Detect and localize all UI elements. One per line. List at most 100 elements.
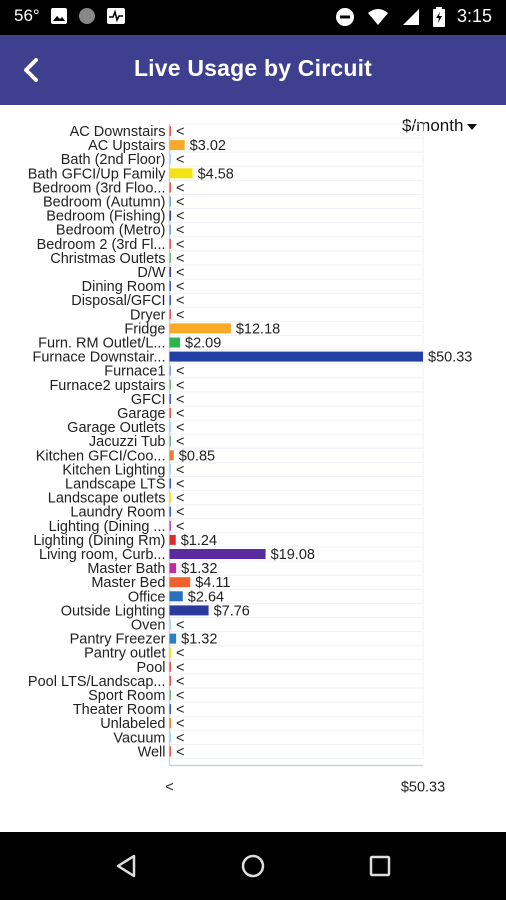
value-label: < [176,124,184,140]
value-label: < [176,646,184,662]
unit-dropdown-label: $/month [402,116,464,135]
category-label: Bedroom (3rd Floo... [33,180,166,196]
bar[interactable] [169,661,172,672]
bar[interactable] [169,704,172,715]
bar[interactable] [169,520,172,531]
bar[interactable] [169,379,172,390]
value-label: < [176,237,184,253]
status-bar: 56° 3:15 [0,0,506,35]
value-label: $12.18 [236,321,280,337]
bar[interactable] [169,534,176,545]
category-label: Furnace1 [104,364,165,380]
bar[interactable] [169,154,172,165]
bar[interactable] [169,408,172,418]
x-tick-label: < [165,780,173,796]
bar[interactable] [169,351,424,362]
bar[interactable] [169,647,172,658]
bar[interactable] [169,605,209,616]
value-label: $4.58 [198,166,234,182]
bar[interactable] [169,196,172,207]
bar[interactable] [169,591,183,602]
value-label: < [176,420,184,436]
value-label: $1.24 [181,533,217,549]
category-label: Jacuzzi Tub [89,434,166,450]
bar[interactable] [169,323,231,334]
bar[interactable] [169,633,177,644]
back-triangle-icon[interactable] [108,848,144,884]
bar[interactable] [169,252,172,263]
category-label: Unlabeled [100,716,165,732]
category-label: Living room, Curb... [39,547,166,563]
value-label: $4.11 [195,575,230,591]
signal-icon [402,8,419,25]
bar[interactable] [169,126,172,136]
bar[interactable] [169,422,172,433]
pulse-icon [106,8,125,24]
category-label: Bedroom 2 (3rd Fl... [37,237,166,253]
bar[interactable] [169,309,172,320]
value-label: < [176,618,184,634]
bar[interactable] [169,168,193,179]
category-label: GFCI [131,392,166,408]
bar[interactable] [169,393,172,404]
value-label: $50.33 [428,350,472,366]
bar[interactable] [169,140,185,151]
category-label: Dining Room [82,279,166,295]
category-label: Lighting (Dining Rm) [33,533,165,549]
wifi-icon [367,8,388,25]
value-label: < [176,251,184,267]
value-label: $0.85 [179,448,215,464]
bar[interactable] [169,210,172,221]
bar[interactable] [169,619,172,630]
image-icon [50,8,67,24]
bar[interactable] [169,732,172,743]
category-label: Office [128,589,166,605]
bar[interactable] [169,549,266,559]
bar[interactable] [169,295,172,306]
bar[interactable] [169,267,172,277]
back-arrow-icon[interactable] [14,52,50,88]
category-label: Bath GFCI/Up Family [28,166,167,182]
value-label: $1.32 [181,561,217,577]
bar[interactable] [169,690,172,700]
bar[interactable] [169,238,172,249]
category-label: Disposal/GFCI [71,293,165,309]
value-label: < [176,195,184,211]
bar[interactable] [169,224,172,235]
bar[interactable] [169,337,181,348]
bar[interactable] [169,746,172,757]
bar[interactable] [169,492,172,503]
bar[interactable] [169,506,172,517]
dnd-icon [335,7,354,26]
navigation-bar [0,832,506,900]
recents-square-icon[interactable] [362,848,398,884]
category-label: Pool [136,660,165,676]
bar[interactable] [169,675,172,686]
category-label: Sport Room [88,688,165,704]
category-label: Landscape outlets [48,491,166,507]
value-label: < [176,152,184,168]
bar[interactable] [169,718,172,729]
bar[interactable] [169,365,172,376]
bar[interactable] [169,577,191,588]
bar[interactable] [169,464,172,475]
value-label: < [176,223,184,239]
bar[interactable] [169,478,172,489]
category-label: AC Upstairs [88,138,165,154]
category-label: Garage Outlets [67,420,165,436]
bar[interactable] [169,563,177,574]
x-tick-label: $50.33 [401,780,445,796]
bar[interactable] [169,450,174,461]
value-label: < [176,716,184,732]
value-label: $2.09 [185,336,221,352]
bar[interactable] [169,436,172,447]
unit-dropdown[interactable]: $/month [402,116,478,136]
home-circle-icon[interactable] [235,848,271,884]
category-label: Furnace Downstair... [33,350,166,366]
caret-down-icon [467,124,478,130]
bar[interactable] [169,281,172,292]
value-label: < [176,364,184,380]
bar[interactable] [169,182,172,193]
value-label: < [176,519,184,535]
category-label: Kitchen GFCI/Coo... [36,448,166,464]
